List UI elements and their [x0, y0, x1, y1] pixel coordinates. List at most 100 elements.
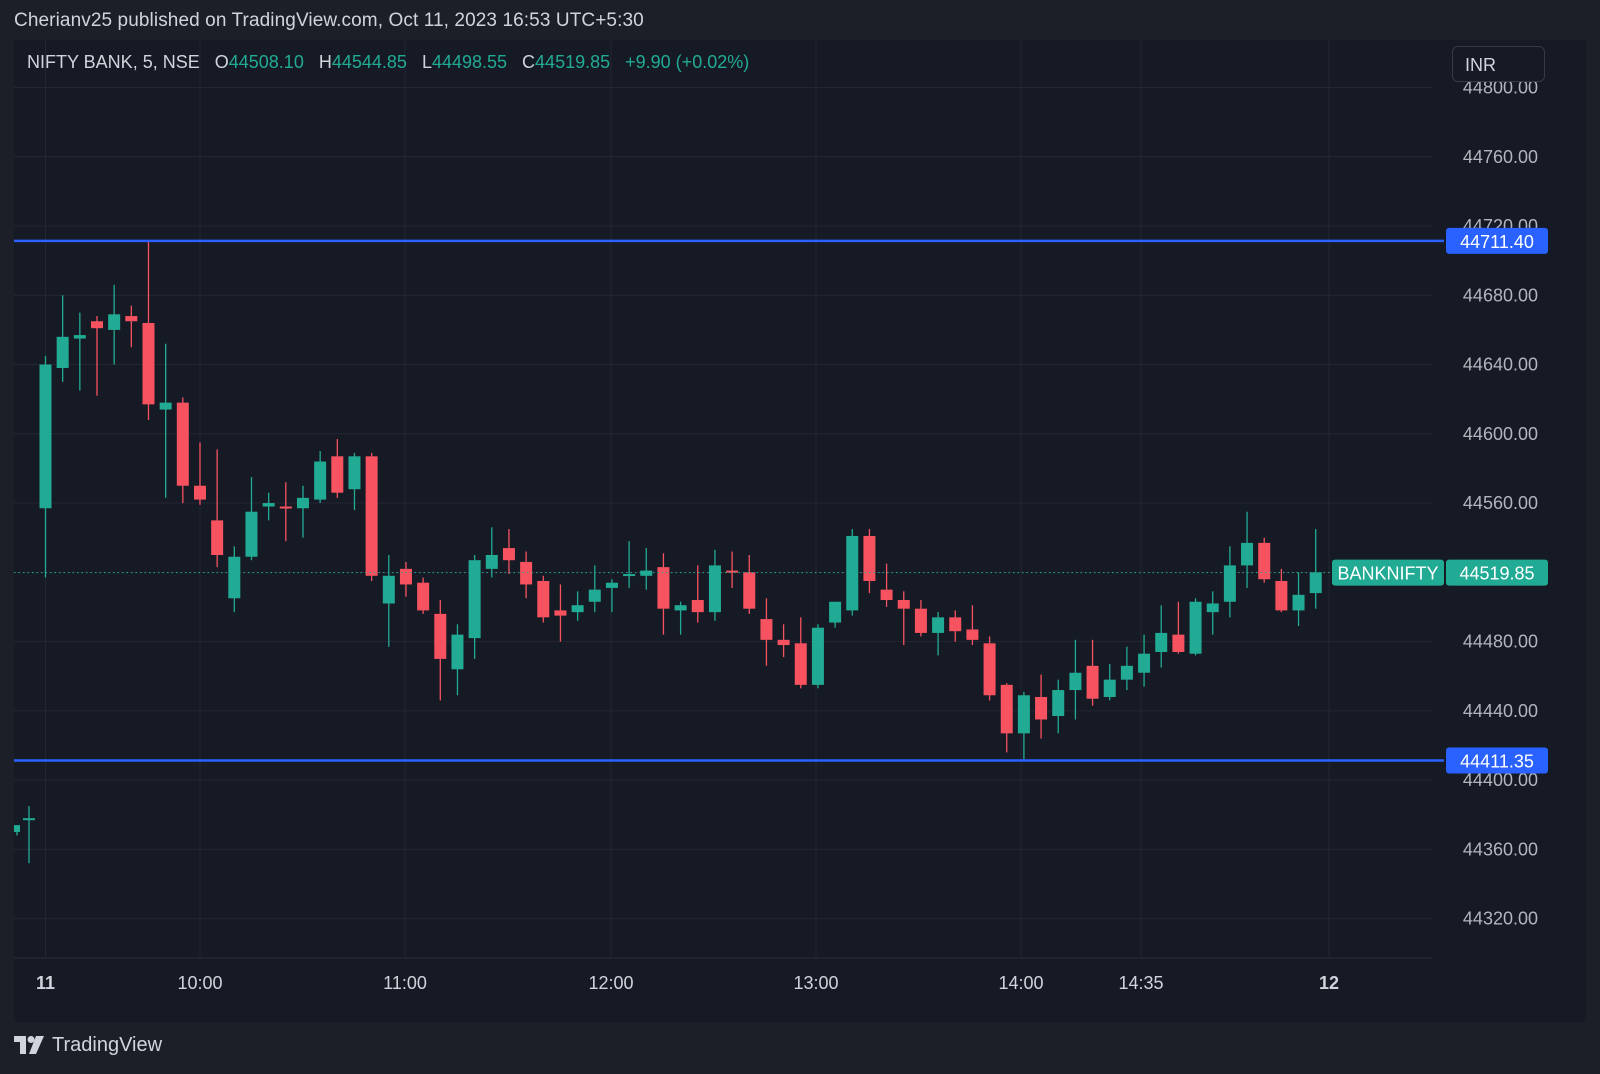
candle-body[interactable]	[108, 314, 121, 330]
candle-body[interactable]	[296, 497, 309, 509]
candle-body[interactable]	[1189, 601, 1202, 654]
candle-body[interactable]	[399, 568, 412, 585]
candle-body[interactable]	[417, 582, 430, 611]
candle-body[interactable]	[193, 485, 206, 500]
candle-body[interactable]	[949, 617, 962, 632]
candle-body[interactable]	[674, 605, 687, 611]
candle-body[interactable]	[1206, 603, 1219, 613]
candle-body[interactable]	[1155, 632, 1168, 652]
candlestick-chart[interactable]: 44800.0044760.0044720.0044680.0044640.00…	[14, 40, 1586, 1022]
candle-body[interactable]	[434, 613, 447, 659]
candle-body[interactable]	[23, 818, 35, 821]
y-axis-tick-label: 44800.00	[1463, 78, 1538, 98]
candle-body[interactable]	[1069, 672, 1082, 691]
candle-body[interactable]	[1052, 690, 1065, 717]
x-axis-tick-label: 10:00	[177, 973, 222, 993]
candle-body[interactable]	[262, 503, 275, 507]
candle-body[interactable]	[1172, 634, 1185, 652]
candle-body[interactable]	[279, 506, 292, 509]
candle-body[interactable]	[176, 402, 189, 486]
candle-body[interactable]	[73, 335, 86, 339]
y-axis-tick-label: 44360.00	[1463, 839, 1538, 859]
x-axis-tick-label: 12:00	[588, 973, 633, 993]
candle-body[interactable]	[314, 461, 327, 500]
candle-body[interactable]	[1241, 542, 1254, 566]
candle-body[interactable]	[1258, 542, 1271, 580]
candle-body[interactable]	[605, 582, 618, 588]
candle-body[interactable]	[520, 561, 533, 585]
candle-body[interactable]	[760, 619, 773, 640]
legend-high-label: H	[318, 52, 332, 72]
y-axis-tick-label: 44680.00	[1463, 285, 1538, 305]
candle-body[interactable]	[331, 456, 344, 493]
candle-body[interactable]	[1292, 594, 1305, 611]
candle-body[interactable]	[966, 629, 979, 640]
candle-body[interactable]	[1309, 572, 1322, 594]
candle-body[interactable]	[159, 402, 172, 410]
candle-body[interactable]	[39, 364, 52, 509]
level-price-tag	[1446, 227, 1548, 254]
candle-body[interactable]	[897, 600, 910, 609]
candle-body[interactable]	[365, 456, 378, 576]
candle-body[interactable]	[228, 556, 241, 599]
symbol-name-tag	[1332, 559, 1444, 586]
legend-low-value: 44498.55	[431, 52, 508, 72]
candle-body[interactable]	[90, 321, 103, 329]
chart-panel[interactable]: 44800.00 44760.00 44720.00 44680.00 44640.00…	[14, 40, 1586, 1022]
y-axis-tick-label: 44400.00	[1463, 770, 1538, 790]
legend-open-value: 44508.10	[228, 52, 304, 72]
candle-body[interactable]	[382, 575, 395, 604]
candle-body[interactable]	[708, 565, 721, 613]
candle-body[interactable]	[348, 456, 361, 490]
candle-body[interactable]	[245, 511, 258, 557]
candle-body[interactable]	[657, 567, 670, 609]
currency-button[interactable]: INR	[1452, 46, 1545, 82]
y-axis-tick-label: 44320.00	[1463, 909, 1538, 929]
candle-body[interactable]	[829, 601, 842, 623]
candle-body[interactable]	[1138, 653, 1151, 673]
candle-body[interactable]	[743, 572, 756, 609]
candle-body[interactable]	[468, 560, 481, 639]
candle-body[interactable]	[726, 570, 739, 573]
candle-body[interactable]	[1223, 565, 1236, 602]
candle-body[interactable]	[1000, 684, 1013, 734]
candle-body[interactable]	[811, 627, 824, 685]
candle-body[interactable]	[125, 316, 138, 322]
candle-body[interactable]	[640, 570, 653, 576]
candle-body[interactable]	[1103, 679, 1116, 697]
candle-body[interactable]	[932, 617, 945, 633]
candle-body[interactable]	[1120, 665, 1133, 680]
candle-body[interactable]	[983, 643, 996, 696]
candle-body[interactable]	[56, 336, 69, 369]
candle-body[interactable]	[846, 535, 859, 611]
candle-body[interactable]	[1017, 695, 1030, 734]
level-price-tag-label: 44411.35	[1460, 751, 1534, 771]
candle-body[interactable]	[914, 608, 927, 633]
candle-body[interactable]	[863, 535, 876, 581]
candle-body[interactable]	[14, 825, 20, 833]
legend-low-label: L	[421, 52, 432, 72]
candle-body[interactable]	[211, 520, 224, 556]
candle-body[interactable]	[794, 643, 807, 685]
candle-body[interactable]	[537, 580, 550, 618]
tradingview-brand[interactable]: TradingView	[14, 1030, 162, 1060]
candle-body[interactable]	[554, 610, 567, 616]
candle-body[interactable]	[571, 605, 584, 613]
candle-body[interactable]	[880, 589, 893, 601]
candle-body[interactable]	[1086, 665, 1099, 699]
candle-body[interactable]	[142, 322, 155, 405]
legend-close-label: C	[522, 52, 536, 72]
candle-body[interactable]	[623, 574, 636, 577]
candle-body[interactable]	[1275, 580, 1288, 611]
y-axis-tick-label: 44760.00	[1463, 147, 1538, 167]
candle-body[interactable]	[777, 639, 790, 646]
candle-body[interactable]	[588, 589, 601, 602]
candle-body[interactable]	[485, 555, 498, 569]
candle-body[interactable]	[691, 600, 704, 613]
candle-body[interactable]	[1035, 696, 1048, 720]
y-axis-tick-label: 44480.00	[1463, 632, 1538, 652]
legend-symbol[interactable]: NIFTY BANK, 5, NSE	[27, 52, 200, 72]
candle-body[interactable]	[502, 548, 515, 561]
level-price-tag	[1446, 747, 1548, 774]
candle-body[interactable]	[451, 634, 464, 670]
